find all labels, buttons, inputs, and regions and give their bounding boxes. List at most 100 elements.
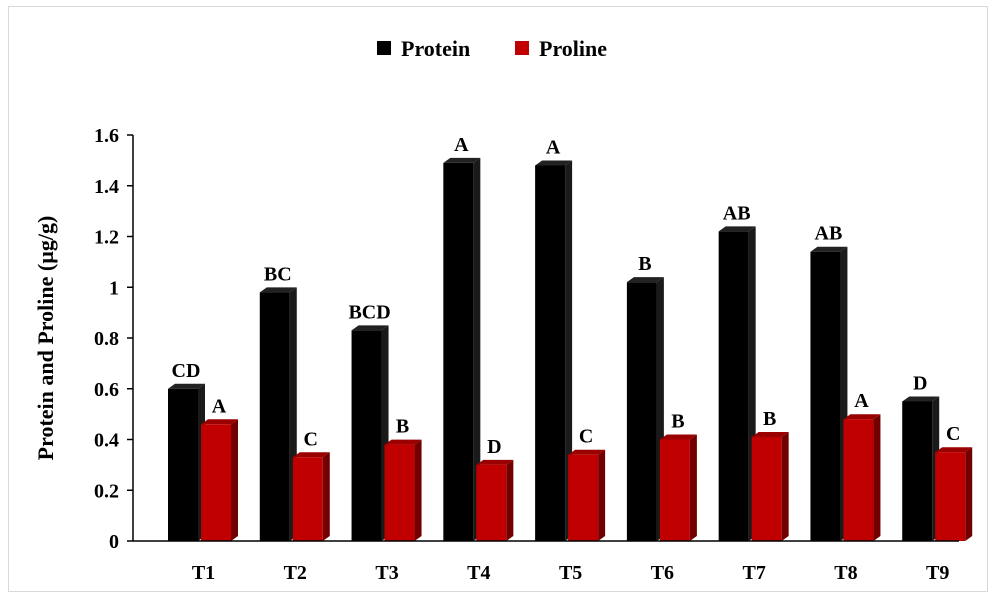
bar-protein-t4 xyxy=(443,157,481,541)
bar-top xyxy=(659,434,697,440)
y-tick-label: 1.2 xyxy=(94,227,119,249)
bar-front xyxy=(351,330,382,541)
bar-top xyxy=(902,396,940,402)
bar-top xyxy=(168,383,205,389)
bar-protein-t5 xyxy=(535,160,573,541)
bar-front xyxy=(168,388,198,541)
bar-front xyxy=(476,464,507,541)
y-tick-label: 0 xyxy=(109,531,119,553)
bar-data-label: BC xyxy=(264,263,292,285)
bar-side xyxy=(322,452,330,541)
bar-side xyxy=(231,419,238,541)
bar-top xyxy=(568,449,606,455)
bar-top xyxy=(718,226,756,232)
bar-proline-t9 xyxy=(935,447,973,541)
bar-data-label: C xyxy=(946,423,960,445)
bar-data-label: B xyxy=(671,411,684,433)
y-tick-label: 0.6 xyxy=(94,379,119,401)
bar-front xyxy=(292,457,323,541)
bar-top xyxy=(751,431,789,437)
bar-top xyxy=(843,414,881,420)
bar-top xyxy=(810,246,848,252)
bar-top xyxy=(292,452,330,458)
bar-front xyxy=(659,439,690,541)
bar-data-label: B xyxy=(638,253,651,275)
x-tick-label: T9 xyxy=(926,562,949,584)
y-axis-ticks: 0 0.2 0.4 0.6 0.8 1 1.2 1.4 1.6 xyxy=(94,125,133,553)
legend-swatch-proline xyxy=(515,41,529,55)
y-tick-label: 1.4 xyxy=(94,176,119,198)
bar-side xyxy=(598,449,606,541)
bars: CD A BC C BCD B A D A C B B AB B AB A D C xyxy=(168,134,973,542)
bar-data-label: A xyxy=(546,136,561,158)
legend: Protein Proline xyxy=(377,36,607,61)
x-tick-label: T1 xyxy=(192,562,215,584)
bar-top xyxy=(626,277,664,283)
bar-front xyxy=(535,165,566,541)
y-tick-label: 0.8 xyxy=(94,328,119,350)
bar-top xyxy=(384,439,422,445)
bar-protein-t8 xyxy=(810,246,848,541)
bar-data-label: D xyxy=(487,436,501,458)
bar-data-label: CD xyxy=(172,360,201,382)
bar-side xyxy=(689,434,697,541)
bar-data-label: BCD xyxy=(348,301,390,323)
y-axis-label: Protein and Proline (µg/g) xyxy=(33,216,58,461)
bar-side xyxy=(473,157,481,541)
bar-side xyxy=(565,160,573,541)
bar-protein-t6 xyxy=(626,277,664,541)
bar-top xyxy=(443,157,481,163)
bar-front xyxy=(718,231,749,542)
bar-front xyxy=(259,292,290,541)
bar-proline-t5 xyxy=(568,449,606,541)
bar-data-label: B xyxy=(396,416,409,438)
bar-proline-t1 xyxy=(201,419,238,541)
bar-top xyxy=(259,287,297,293)
bar-data-label: C xyxy=(579,426,593,448)
y-tick-label: 0.2 xyxy=(94,480,119,502)
bar-front xyxy=(384,444,415,541)
x-tick-label: T6 xyxy=(651,562,674,584)
bar-front xyxy=(843,419,874,541)
bar-side xyxy=(781,431,789,541)
legend-label-proline: Proline xyxy=(539,36,607,61)
bar-proline-t3 xyxy=(384,439,422,541)
bar-protein-t9 xyxy=(902,396,940,541)
x-tick-label: T3 xyxy=(375,562,398,584)
bar-side xyxy=(414,439,422,541)
bar-front xyxy=(751,436,782,541)
bar-front xyxy=(935,452,966,541)
bar-data-label: A xyxy=(454,134,469,156)
x-tick-label: T4 xyxy=(467,562,490,584)
bar-data-label: C xyxy=(304,428,318,450)
bar-data-label: B xyxy=(763,408,776,430)
bar-chart: Protein Proline Protein and Proline (µg/g… xyxy=(33,36,973,584)
bar-top xyxy=(351,325,389,331)
bar-proline-t8 xyxy=(843,414,881,541)
bar-proline-t6 xyxy=(659,434,697,541)
bar-proline-t2 xyxy=(292,452,330,541)
bar-side xyxy=(506,459,514,541)
x-tick-label: T7 xyxy=(742,562,765,584)
x-tick-label: T5 xyxy=(559,562,582,584)
x-tick-label: T8 xyxy=(834,562,857,584)
legend-swatch-protein xyxy=(377,41,391,55)
bar-top xyxy=(935,447,973,453)
x-tick-label: T2 xyxy=(284,562,307,584)
bar-top xyxy=(535,160,573,166)
bar-front xyxy=(810,251,841,541)
bar-data-label: D xyxy=(913,372,927,394)
bar-proline-t7 xyxy=(751,431,789,541)
bar-front xyxy=(902,401,933,541)
y-tick-label: 1 xyxy=(109,277,119,299)
chart-frame: Protein Proline Protein and Proline (µg/g… xyxy=(8,6,988,592)
bar-protein-t1 xyxy=(168,383,205,541)
bar-side xyxy=(965,447,973,541)
bar-data-label: A xyxy=(854,390,869,412)
bar-data-label: A xyxy=(212,395,227,417)
bar-protein-t3 xyxy=(351,325,389,541)
bar-front xyxy=(568,454,599,541)
y-tick-label: 1.6 xyxy=(94,125,119,147)
bar-proline-t4 xyxy=(476,459,514,541)
bar-front xyxy=(626,282,657,541)
